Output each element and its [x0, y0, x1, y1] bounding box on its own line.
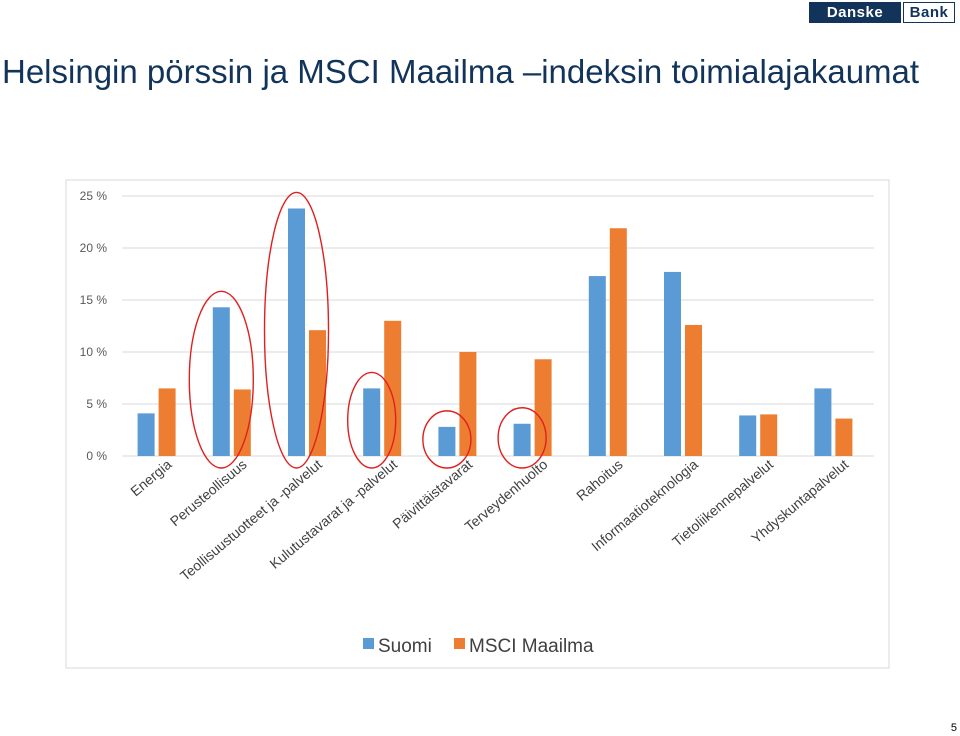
highlight-ellipse-2	[263, 191, 330, 469]
highlight-ellipse-4	[422, 410, 472, 469]
legend-swatch-0	[363, 638, 374, 649]
highlight-ellipse-1	[188, 290, 255, 469]
legend-swatch-1	[454, 638, 465, 649]
bar-suomi-2	[288, 208, 305, 456]
highlight-ellipse-5	[497, 407, 547, 469]
bar-msci-9	[835, 418, 853, 456]
y-tick-label: 20 %	[80, 241, 108, 255]
page-number: 5	[950, 722, 957, 734]
logo-part-bank: Bank	[903, 2, 955, 23]
bar-suomi-7	[664, 271, 681, 456]
legend-label: MSCI Maailma	[469, 636, 594, 657]
bar-msci-8	[760, 414, 778, 456]
y-tick-label: 25 %	[80, 189, 108, 203]
bar-msci-5	[534, 359, 552, 456]
y-tick-label: 10 %	[80, 345, 108, 359]
legend-label: Suomi	[378, 636, 432, 657]
bar-suomi-0	[137, 413, 155, 456]
bar-msci-0	[158, 388, 176, 456]
bar-msci-4	[459, 352, 477, 456]
bar-suomi-9	[814, 388, 832, 456]
y-tick-label: 0 %	[86, 449, 107, 463]
highlight-ellipse-3	[347, 371, 397, 469]
bar-msci-3	[384, 320, 402, 456]
bar-msci-2	[309, 330, 326, 456]
bar-suomi-6	[588, 276, 606, 456]
page-title: Helsingin pörssin ja MSCI Maailma –indek…	[2, 53, 920, 90]
bar-suomi-3	[363, 388, 381, 456]
bar-suomi-5	[513, 423, 531, 456]
bar-msci-1	[233, 389, 251, 456]
bar-suomi-4	[438, 426, 456, 456]
bar-msci-6	[609, 228, 627, 456]
logo-part-danske: Danske	[809, 2, 901, 23]
bar-msci-7	[685, 324, 702, 456]
bar-suomi-8	[739, 415, 757, 456]
danske-bank-logo: Danske Bank	[809, 2, 955, 23]
bar-suomi-1	[212, 307, 230, 456]
y-tick-label: 15 %	[80, 293, 108, 307]
y-tick-label: 5 %	[86, 397, 107, 411]
